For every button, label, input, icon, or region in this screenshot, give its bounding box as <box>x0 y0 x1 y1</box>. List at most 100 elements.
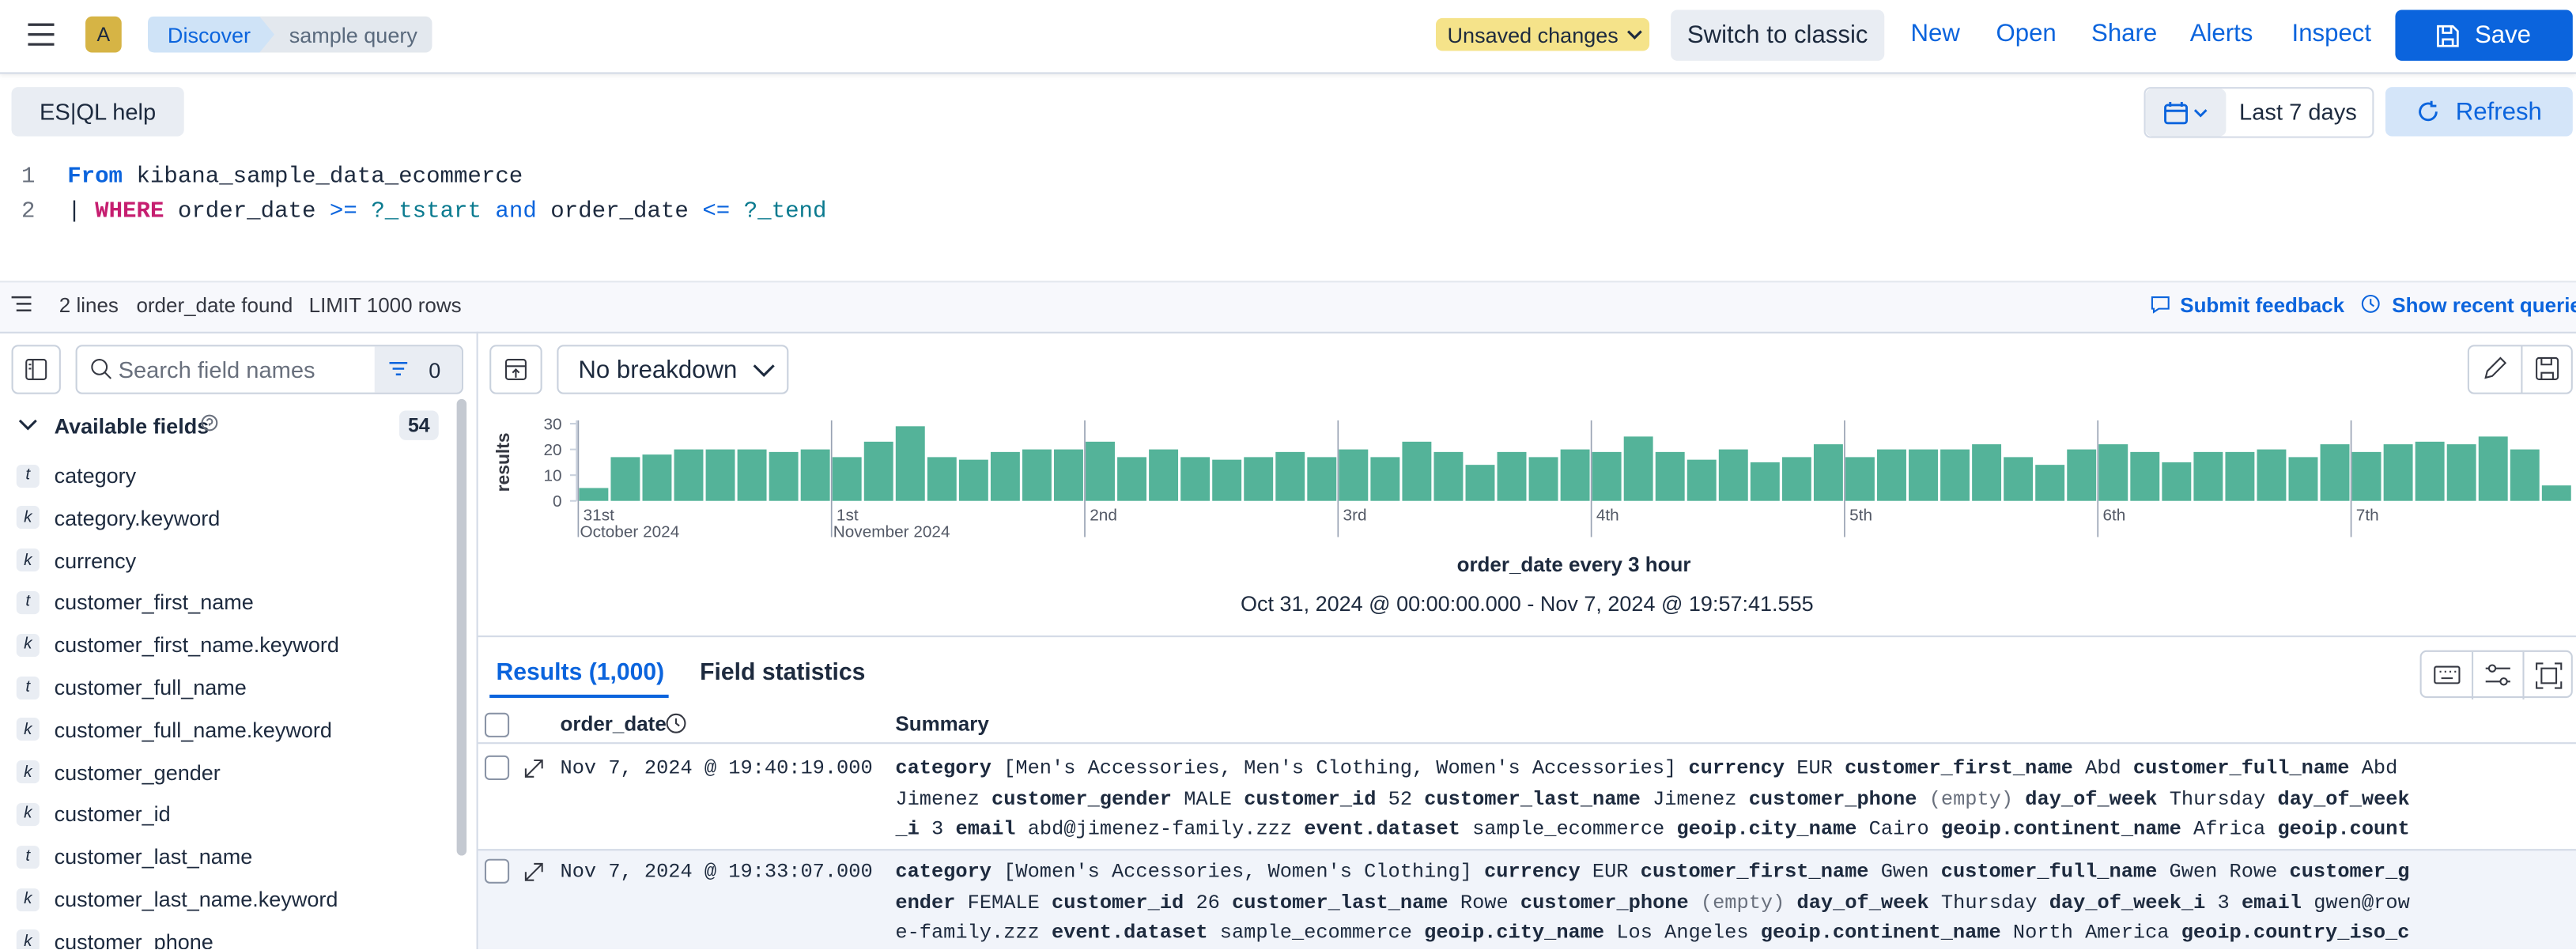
field-item[interactable]: k currency <box>0 540 453 581</box>
bar <box>1497 451 1527 501</box>
x-tick-label: 3rd <box>1343 507 1367 525</box>
chart-toggle-icon <box>504 358 527 381</box>
history-icon <box>2361 294 2380 313</box>
field-type-icon: k <box>16 929 40 949</box>
expand-glyph <box>524 759 543 778</box>
field-item[interactable]: k customer_gender <box>0 752 453 793</box>
calendar-button[interactable] <box>2145 89 2227 137</box>
expand-icon[interactable] <box>524 757 544 786</box>
save-button[interactable]: Save <box>2395 9 2573 61</box>
summary-value: MALE <box>1184 787 1233 811</box>
new-link[interactable]: New <box>1910 19 1960 48</box>
summary-value: Jimenez <box>1652 787 1737 811</box>
field-item[interactable]: t customer_first_name <box>0 582 453 623</box>
search-box[interactable] <box>75 345 463 394</box>
results-tab[interactable]: Results (1,000) <box>496 660 665 687</box>
sidebar-toggle[interactable] <box>11 345 61 394</box>
bar <box>1686 459 1717 501</box>
feedback-link[interactable]: Submit feedback <box>2180 293 2345 318</box>
code-token: order_date <box>164 198 330 224</box>
field-list: t category k category.keyword k currency t cust… <box>0 455 453 949</box>
summary-value: EUR <box>1592 860 1629 884</box>
collapse-icon[interactable] <box>18 417 38 434</box>
bar <box>1339 449 1369 501</box>
field-item[interactable]: t category <box>0 455 453 496</box>
refresh-button[interactable]: Refresh <box>2385 87 2573 137</box>
field-name: customer_first_name.keyword <box>54 632 339 658</box>
summary-value: Thursday <box>1940 891 2038 914</box>
bar <box>1718 449 1748 501</box>
inspect-link[interactable]: Inspect <box>2291 19 2372 48</box>
open-link[interactable]: Open <box>1996 19 2057 48</box>
chart-action-icons[interactable] <box>2469 345 2571 394</box>
summary: category [Women's Accessories, Women's C… <box>895 858 2419 949</box>
help-button[interactable]: ES|QL help <box>11 87 184 137</box>
date-picker[interactable] <box>2144 87 2374 138</box>
summary-key: customer_phone <box>1520 891 1689 914</box>
summary-value: Gwen Rowe <box>2169 860 2278 884</box>
summary-key: customer_last_name <box>1232 891 1449 914</box>
bar <box>674 449 704 501</box>
field-name: category <box>54 462 137 488</box>
summary-value: 3 <box>931 818 944 842</box>
unsaved-badge[interactable]: Unsaved changes <box>1435 17 1650 51</box>
share-link[interactable]: Share <box>2091 19 2158 48</box>
summary-key: day_of_week_i <box>2049 891 2206 914</box>
column-header[interactable]: order_date <box>560 712 667 736</box>
header-bar <box>0 0 2576 74</box>
field-item[interactable]: k customer_id <box>0 794 453 835</box>
y-tick-label: 30 <box>543 415 561 433</box>
avatar[interactable]: A <box>85 16 122 53</box>
row-checkbox[interactable] <box>484 858 510 884</box>
bar <box>832 457 862 501</box>
menu-icon[interactable] <box>28 23 55 46</box>
field-name: customer_last_name <box>54 844 253 869</box>
field-name: customer_last_name.keyword <box>54 887 338 912</box>
bar <box>2067 449 2097 501</box>
field-item[interactable]: t customer_last_name <box>0 836 453 877</box>
field-item[interactable]: t customer_full_name <box>0 667 453 708</box>
bar <box>1054 449 1083 501</box>
code-token: ?_tend <box>730 198 827 224</box>
chart-toggle[interactable] <box>489 345 542 394</box>
grid-control-icons[interactable] <box>2422 651 2574 700</box>
recent-queries-link[interactable]: Show recent queries <box>2392 293 2576 318</box>
bar <box>1592 451 1622 501</box>
bar <box>863 441 893 501</box>
breadcrumb-bg <box>148 16 274 53</box>
bar <box>705 449 735 501</box>
alerts-link[interactable]: Alerts <box>2189 19 2253 48</box>
badge-text: Unsaved changes <box>1447 22 1618 47</box>
field-name: customer_phone <box>54 929 213 949</box>
summary-value: Gwen <box>1880 860 1929 884</box>
y-axis-label: results <box>493 432 513 492</box>
breakdown-select[interactable]: No breakdown <box>557 345 789 394</box>
filter-button[interactable] <box>374 346 462 393</box>
field-type-icon: k <box>16 718 40 741</box>
breadcrumb[interactable]: sample query <box>289 23 417 48</box>
field-item[interactable]: k customer_full_name.keyword <box>0 709 453 750</box>
field-name: category.keyword <box>54 505 221 530</box>
field-name: customer_full_name.keyword <box>54 717 332 742</box>
summary-key: day_of_week <box>2025 787 2158 811</box>
field-item[interactable]: k category.keyword <box>0 497 453 538</box>
summary-key: customer_id <box>1052 891 1184 914</box>
switch-button[interactable]: Switch to classic <box>1671 9 1885 61</box>
date-range[interactable]: Last 7 days <box>2239 98 2357 125</box>
bar <box>2098 444 2128 501</box>
section-title[interactable]: Available fields <box>54 413 210 439</box>
summary-key: customer_id <box>1244 787 1377 811</box>
expand-icon[interactable] <box>524 861 544 890</box>
header-border <box>478 742 2576 745</box>
field-item[interactable]: k customer_first_name.keyword <box>0 624 453 665</box>
summary-value: gwen@rowe-family.zzz <box>895 891 2410 945</box>
code-token: order_date <box>536 198 703 224</box>
breadcrumb[interactable]: Discover <box>167 23 251 48</box>
field-item[interactable]: k customer_phone <box>0 921 453 949</box>
stats-tab[interactable]: Field statistics <box>700 660 866 687</box>
row-checkbox[interactable] <box>484 755 510 780</box>
select-all[interactable] <box>484 712 510 737</box>
field-item[interactable]: k customer_last_name.keyword <box>0 879 453 920</box>
column-header[interactable]: Summary <box>895 712 989 736</box>
